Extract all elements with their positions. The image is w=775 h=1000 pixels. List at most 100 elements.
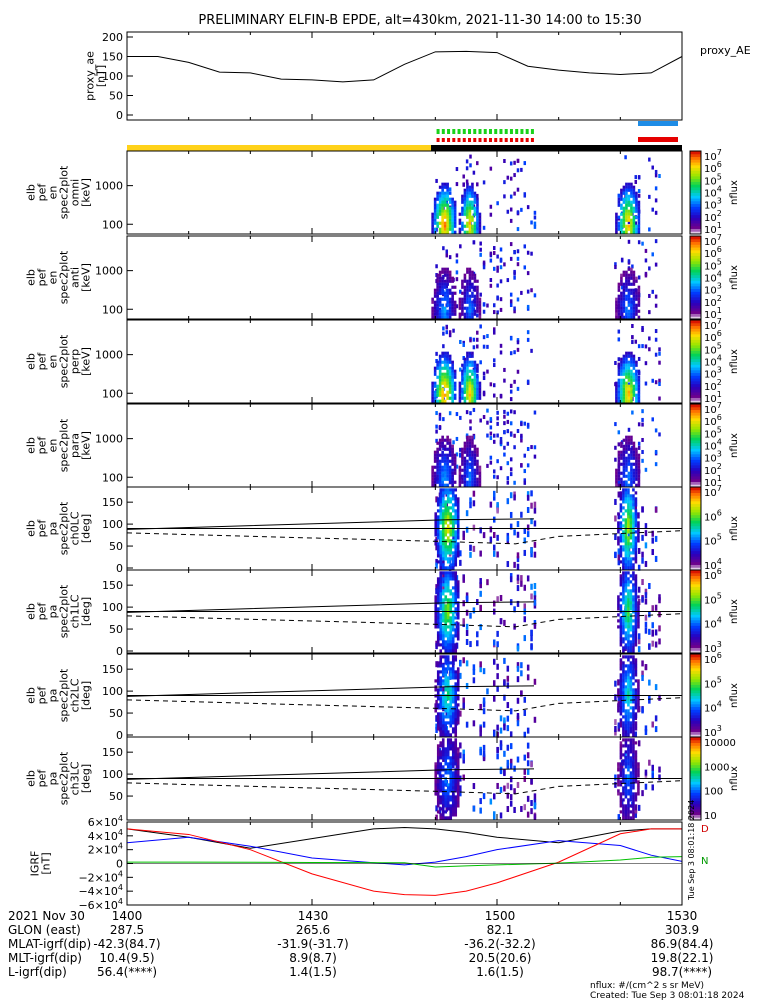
flux-cell: [451, 203, 454, 207]
flux-cell: [459, 447, 462, 452]
flux-cell: [463, 369, 467, 373]
flux-cell: [451, 762, 455, 766]
flux-cell: [627, 444, 631, 448]
flux-cell: [441, 267, 444, 271]
flux-cell: [448, 459, 452, 463]
flux-cell: [451, 360, 454, 364]
colorbar-step: [690, 553, 701, 557]
flux-cell: [449, 783, 453, 787]
igrf-line-2: [126, 828, 682, 896]
flux-cell: [462, 753, 465, 760]
flux-cell: [436, 224, 439, 228]
flux-cell: [533, 551, 537, 558]
flux-cell: [622, 619, 625, 623]
flux-cell: [478, 480, 482, 484]
flux-cell: [466, 438, 469, 442]
flux-cell: [617, 285, 621, 289]
flux-cell: [630, 291, 633, 295]
colorbar-step: [690, 556, 701, 560]
flux-cell: [436, 747, 440, 751]
flux-cell: [509, 457, 513, 462]
flux-cell: [446, 536, 450, 540]
flux-cell: [641, 325, 644, 330]
flux-cell: [439, 727, 443, 731]
flux-cell: [458, 396, 462, 400]
flux-cell: [446, 643, 450, 647]
flux-cell: [476, 221, 479, 225]
y-tick-label: 100: [102, 768, 123, 781]
flux-cell: [620, 309, 623, 313]
flux-cell: [482, 262, 486, 267]
flux-cell: [614, 680, 617, 687]
flux-cell: [451, 491, 455, 495]
flux-cell: [443, 465, 447, 469]
flux-cell: [446, 709, 450, 713]
flux-cell: [466, 285, 469, 289]
flux-cell: [476, 197, 479, 201]
flux-cell: [617, 762, 620, 766]
flux-cell: [648, 628, 651, 635]
flux-cell: [632, 661, 635, 665]
flux-cell: [448, 468, 452, 472]
flux-cell: [468, 188, 472, 192]
flux-cell: [463, 206, 467, 210]
flux-cell: [453, 456, 457, 460]
colorbar-step: [690, 775, 701, 779]
flux-cell: [441, 390, 444, 394]
flux-cell: [456, 789, 460, 793]
colorbar-step: [690, 478, 701, 482]
flux-cell: [632, 676, 635, 680]
flux-cell: [466, 471, 469, 475]
flux-cell: [444, 571, 448, 575]
flux-cell: [624, 616, 628, 620]
flux-cell: [629, 551, 633, 555]
flux-cell: [454, 574, 458, 578]
flux-cell: [637, 224, 641, 228]
flux-cell: [625, 276, 628, 280]
flux-cell: [446, 649, 450, 653]
flux-cell: [629, 649, 633, 653]
flux-cell: [434, 515, 438, 519]
flux-cell: [648, 194, 651, 199]
flux-cell: [449, 533, 453, 537]
flux-cell: [434, 595, 438, 599]
y-tick-label: 100: [102, 471, 123, 484]
colorbar-step: [690, 753, 701, 757]
flux-cell: [438, 230, 442, 234]
flux-cell: [449, 515, 453, 519]
flux-cell: [446, 515, 450, 519]
flux-cell: [453, 471, 457, 475]
flux-cell: [476, 291, 479, 295]
flux-cell: [446, 721, 450, 725]
flux-cell: [622, 613, 625, 617]
flux-cell: [456, 697, 460, 701]
flux-cell: [436, 592, 440, 596]
flux-cell: [622, 640, 625, 644]
flux-cell: [442, 417, 445, 422]
flux-cell: [634, 759, 638, 763]
colorbar-step: [690, 231, 701, 235]
flux-cell: [530, 808, 533, 815]
flux-cell: [468, 375, 472, 379]
flux-cell: [520, 575, 523, 582]
flux-cell: [471, 200, 474, 204]
flux-cell: [476, 366, 479, 370]
colorbar-step: [690, 456, 701, 460]
flux-cell: [533, 454, 537, 459]
flux-cell: [632, 227, 636, 231]
y-tick-label: 6×104: [88, 814, 123, 829]
flux-cell: [624, 780, 628, 784]
flux-cell: [637, 539, 640, 543]
colorbar-step: [690, 650, 701, 654]
colorbar-step: [690, 781, 701, 785]
flux-cell: [615, 384, 618, 388]
flux-cell: [465, 166, 469, 171]
flux-cell: [476, 384, 479, 388]
flux-cell: [632, 810, 635, 814]
flux-cell: [449, 574, 453, 578]
flux-cell: [625, 441, 628, 445]
flux-cell: [635, 378, 638, 382]
colorbar-step: [690, 249, 701, 254]
